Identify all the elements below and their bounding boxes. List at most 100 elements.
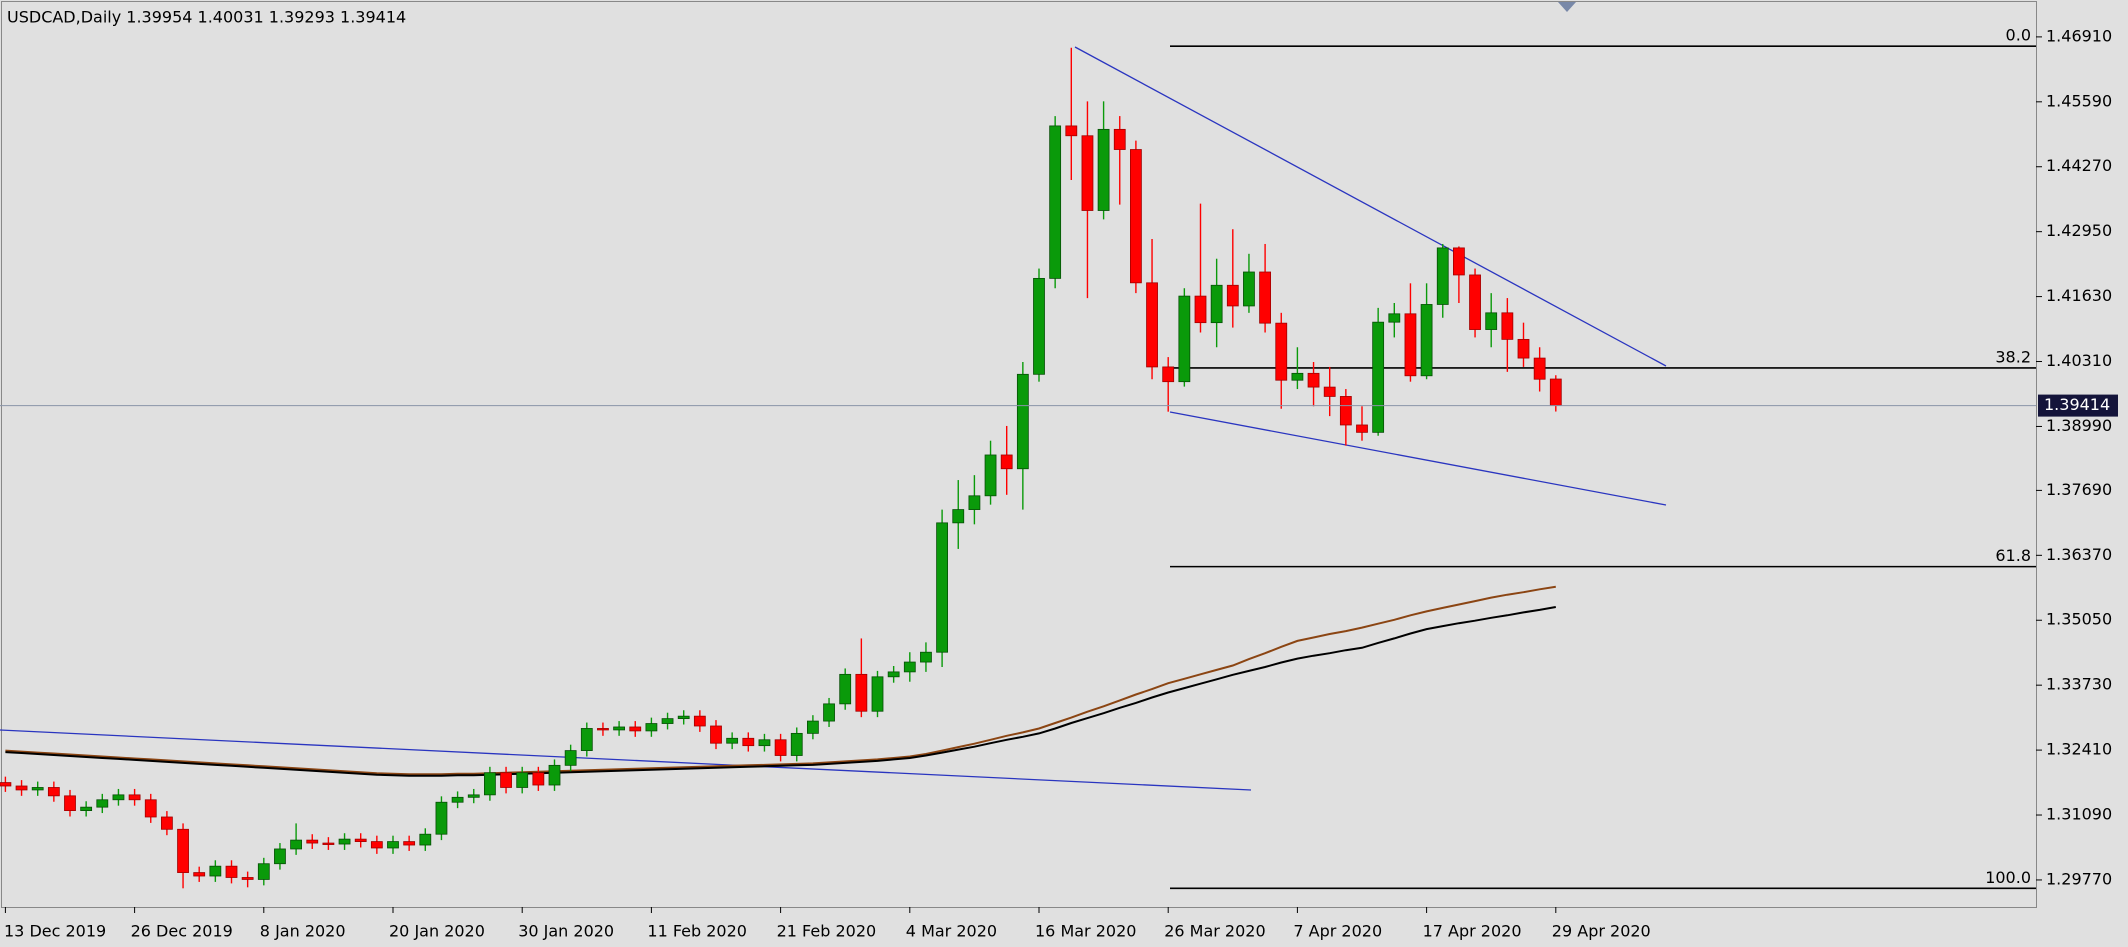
y-tick-label: 1.42950 <box>2046 221 2112 240</box>
candle-body <box>871 676 884 712</box>
candle-body <box>1146 282 1158 368</box>
y-tick-label: 1.46910 <box>2046 26 2112 45</box>
candle-body <box>807 720 819 734</box>
candle-body <box>1404 313 1417 377</box>
candle-body <box>1291 372 1304 381</box>
y-tick-label: 1.36370 <box>2046 545 2112 564</box>
candle-body <box>1016 373 1029 470</box>
x-tick-label: 20 Jan 2020 <box>389 922 485 941</box>
candle-body <box>758 739 771 747</box>
candle-body <box>661 718 674 724</box>
chart-title: USDCAD,Daily 1.39954 1.40031 1.39293 1.3… <box>7 8 406 27</box>
candle-body <box>1194 295 1207 324</box>
candle-body <box>548 764 561 786</box>
y-tick-label: 1.40310 <box>2046 351 2112 370</box>
candle-body <box>920 651 932 663</box>
candle-body <box>693 715 706 727</box>
candle-body <box>710 725 722 744</box>
fib-label: 61.8 <box>1995 546 2031 565</box>
y-tick-label: 1.44270 <box>2046 156 2112 175</box>
candle-body <box>1549 378 1562 406</box>
candle-body <box>564 750 577 766</box>
candle-body <box>1307 372 1320 388</box>
candle-body <box>532 772 545 786</box>
candle-body <box>225 865 238 878</box>
candle-body <box>1517 338 1530 359</box>
x-tick-label: 26 Dec 2019 <box>131 922 233 941</box>
y-tick-label: 1.29770 <box>2046 869 2112 888</box>
candle-body <box>1243 271 1255 307</box>
candle-body <box>984 454 997 497</box>
candle-body <box>483 772 496 796</box>
candle-body <box>274 848 286 865</box>
candle-body <box>241 877 254 880</box>
candle-body <box>1178 295 1191 383</box>
candle-body <box>1372 321 1385 433</box>
fib-label: 0.0 <box>2006 26 2031 45</box>
candle-body <box>1065 125 1078 137</box>
candle-body <box>629 726 642 732</box>
candle-body <box>516 772 529 788</box>
candle-body <box>338 838 351 845</box>
x-tick-label: 26 Mar 2020 <box>1164 922 1265 941</box>
candle-body <box>257 863 270 880</box>
candle-body <box>96 799 109 808</box>
moving-average <box>5 585 1556 776</box>
candle-body <box>435 801 448 835</box>
candle-body <box>1000 454 1013 470</box>
candle-body <box>403 841 416 846</box>
y-tick-label: 1.37690 <box>2046 480 2112 499</box>
y-tick-label: 1.41630 <box>2046 286 2112 305</box>
shift-marker <box>1558 2 1576 12</box>
y-tick-label: 1.45590 <box>2046 91 2112 110</box>
candle-body <box>823 703 835 722</box>
candle-body <box>290 839 303 850</box>
candle-body <box>887 671 900 678</box>
fib-label: 100.0 <box>1985 868 2031 887</box>
candle-body <box>790 732 803 756</box>
candle-body <box>677 715 690 720</box>
plot-area: 0.0 38.2 61.8 100.0 <box>0 26 2036 890</box>
candle-body <box>1420 304 1433 377</box>
x-tick-label: 29 Apr 2020 <box>1552 922 1651 941</box>
candle-body <box>15 785 28 791</box>
x-tick-label: 7 Apr 2020 <box>1293 922 1382 941</box>
candle-body <box>177 828 189 873</box>
candle-body <box>1275 322 1288 381</box>
candle-body <box>47 787 60 797</box>
candle-body <box>1388 313 1401 323</box>
candle-body <box>903 661 916 673</box>
candle-body <box>467 794 480 798</box>
candle-body <box>419 833 432 846</box>
plot-border <box>1 1 2037 908</box>
candle-body <box>613 726 625 731</box>
x-tick-label: 21 Feb 2020 <box>777 922 877 941</box>
candle-body <box>322 842 335 845</box>
x-tick-label: 16 Mar 2020 <box>1035 922 1136 941</box>
candle-body <box>0 782 12 787</box>
x-tick-label: 13 Dec 2019 <box>4 922 106 941</box>
candle-body <box>1356 424 1368 433</box>
candle-body <box>1162 366 1175 383</box>
candle-body <box>1081 135 1094 211</box>
candle-body <box>193 872 206 877</box>
candle-body <box>1259 271 1271 324</box>
candle-body <box>645 723 658 732</box>
candle-body <box>387 841 399 849</box>
candle-body <box>1533 357 1546 380</box>
candle-body <box>500 772 512 788</box>
candle-body <box>1323 386 1336 397</box>
candle-body <box>580 728 593 751</box>
candle-body <box>80 806 93 811</box>
candle-body <box>112 794 125 801</box>
fib-label: 38.2 <box>1995 347 2031 366</box>
candle-body <box>306 839 319 844</box>
candle-body <box>1130 149 1142 284</box>
last-price-label: 1.39414 <box>2044 395 2110 414</box>
candle-body <box>1436 247 1449 305</box>
candle-body <box>726 737 739 744</box>
candle-body <box>968 495 981 510</box>
candle-body <box>64 795 76 811</box>
